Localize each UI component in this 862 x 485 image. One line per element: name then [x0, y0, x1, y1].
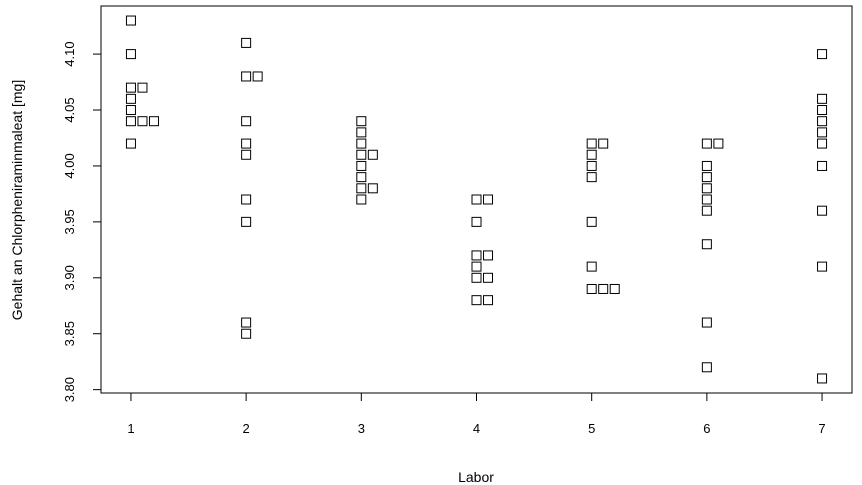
data-point	[701, 172, 712, 183]
data-point	[586, 261, 597, 272]
data-point	[483, 250, 494, 261]
y-tick-label: 3.85	[62, 321, 77, 346]
data-point	[471, 295, 482, 306]
data-point	[137, 116, 148, 127]
data-point	[356, 149, 367, 160]
data-point	[609, 283, 620, 294]
data-point	[241, 138, 252, 149]
data-point	[471, 194, 482, 205]
data-point	[367, 149, 378, 160]
data-point	[125, 138, 136, 149]
y-axis: 3.80 3.85 3.90 3.95 4.00 4.05 4.10	[62, 41, 102, 402]
data-point	[356, 138, 367, 149]
data-point	[125, 93, 136, 104]
data-point	[471, 216, 482, 227]
data-point	[817, 160, 828, 171]
data-point	[817, 49, 828, 60]
data-point	[356, 183, 367, 194]
data-point	[137, 82, 148, 93]
data-point	[701, 362, 712, 373]
plot-frame	[100, 5, 853, 394]
data-point	[241, 37, 252, 48]
x-tick-label: 2	[243, 421, 250, 436]
data-point	[701, 160, 712, 171]
data-point	[356, 172, 367, 183]
data-point	[713, 138, 724, 149]
data-point	[241, 317, 252, 328]
y-tick-label: 3.80	[62, 377, 77, 402]
data-point	[586, 216, 597, 227]
data-point	[701, 205, 712, 216]
data-point	[586, 160, 597, 171]
data-point	[356, 127, 367, 138]
x-axis: 1 2 3 4 5 6 7	[127, 392, 826, 436]
data-point	[483, 194, 494, 205]
data-point	[701, 138, 712, 149]
x-tick-label: 3	[358, 421, 365, 436]
data-point	[148, 116, 159, 127]
data-point	[241, 216, 252, 227]
data-point	[483, 295, 494, 306]
data-point	[817, 116, 828, 127]
x-tick-label: 6	[703, 421, 710, 436]
x-tick-label: 7	[818, 421, 825, 436]
data-point	[817, 373, 828, 384]
data-point	[598, 283, 609, 294]
data-point	[125, 49, 136, 60]
data-point	[817, 105, 828, 116]
data-points	[125, 15, 828, 384]
y-axis-title: Gehalt an Chlorpheniraminmaleat [mg]	[9, 80, 25, 320]
data-point	[241, 328, 252, 339]
data-point	[817, 93, 828, 104]
data-point	[586, 138, 597, 149]
data-point	[817, 138, 828, 149]
x-tick-label: 1	[127, 421, 134, 436]
x-axis-title: Labor	[458, 469, 494, 485]
data-point	[586, 172, 597, 183]
data-point	[586, 283, 597, 294]
data-point	[471, 272, 482, 283]
data-point	[125, 116, 136, 127]
y-tick-label: 4.00	[62, 153, 77, 178]
data-point	[701, 239, 712, 250]
data-point	[701, 194, 712, 205]
data-point	[356, 116, 367, 127]
data-point	[701, 317, 712, 328]
data-point	[586, 149, 597, 160]
data-point	[252, 71, 263, 82]
data-point	[701, 183, 712, 194]
data-point	[125, 105, 136, 116]
y-tick-label: 3.95	[62, 209, 77, 234]
data-point	[817, 127, 828, 138]
data-point	[471, 250, 482, 261]
x-tick-label: 5	[588, 421, 595, 436]
data-point	[817, 261, 828, 272]
data-point	[241, 116, 252, 127]
y-tick-label: 4.10	[62, 41, 77, 66]
data-point	[356, 194, 367, 205]
data-point	[598, 138, 609, 149]
data-point	[356, 160, 367, 171]
data-point	[125, 82, 136, 93]
data-point	[125, 15, 136, 26]
data-point	[471, 261, 482, 272]
y-tick-label: 3.90	[62, 265, 77, 290]
data-point	[483, 272, 494, 283]
data-point	[241, 71, 252, 82]
y-tick-label: 4.05	[62, 97, 77, 122]
data-point	[241, 194, 252, 205]
x-tick-label: 4	[473, 421, 480, 436]
data-point	[367, 183, 378, 194]
data-point	[241, 149, 252, 160]
data-point	[817, 205, 828, 216]
